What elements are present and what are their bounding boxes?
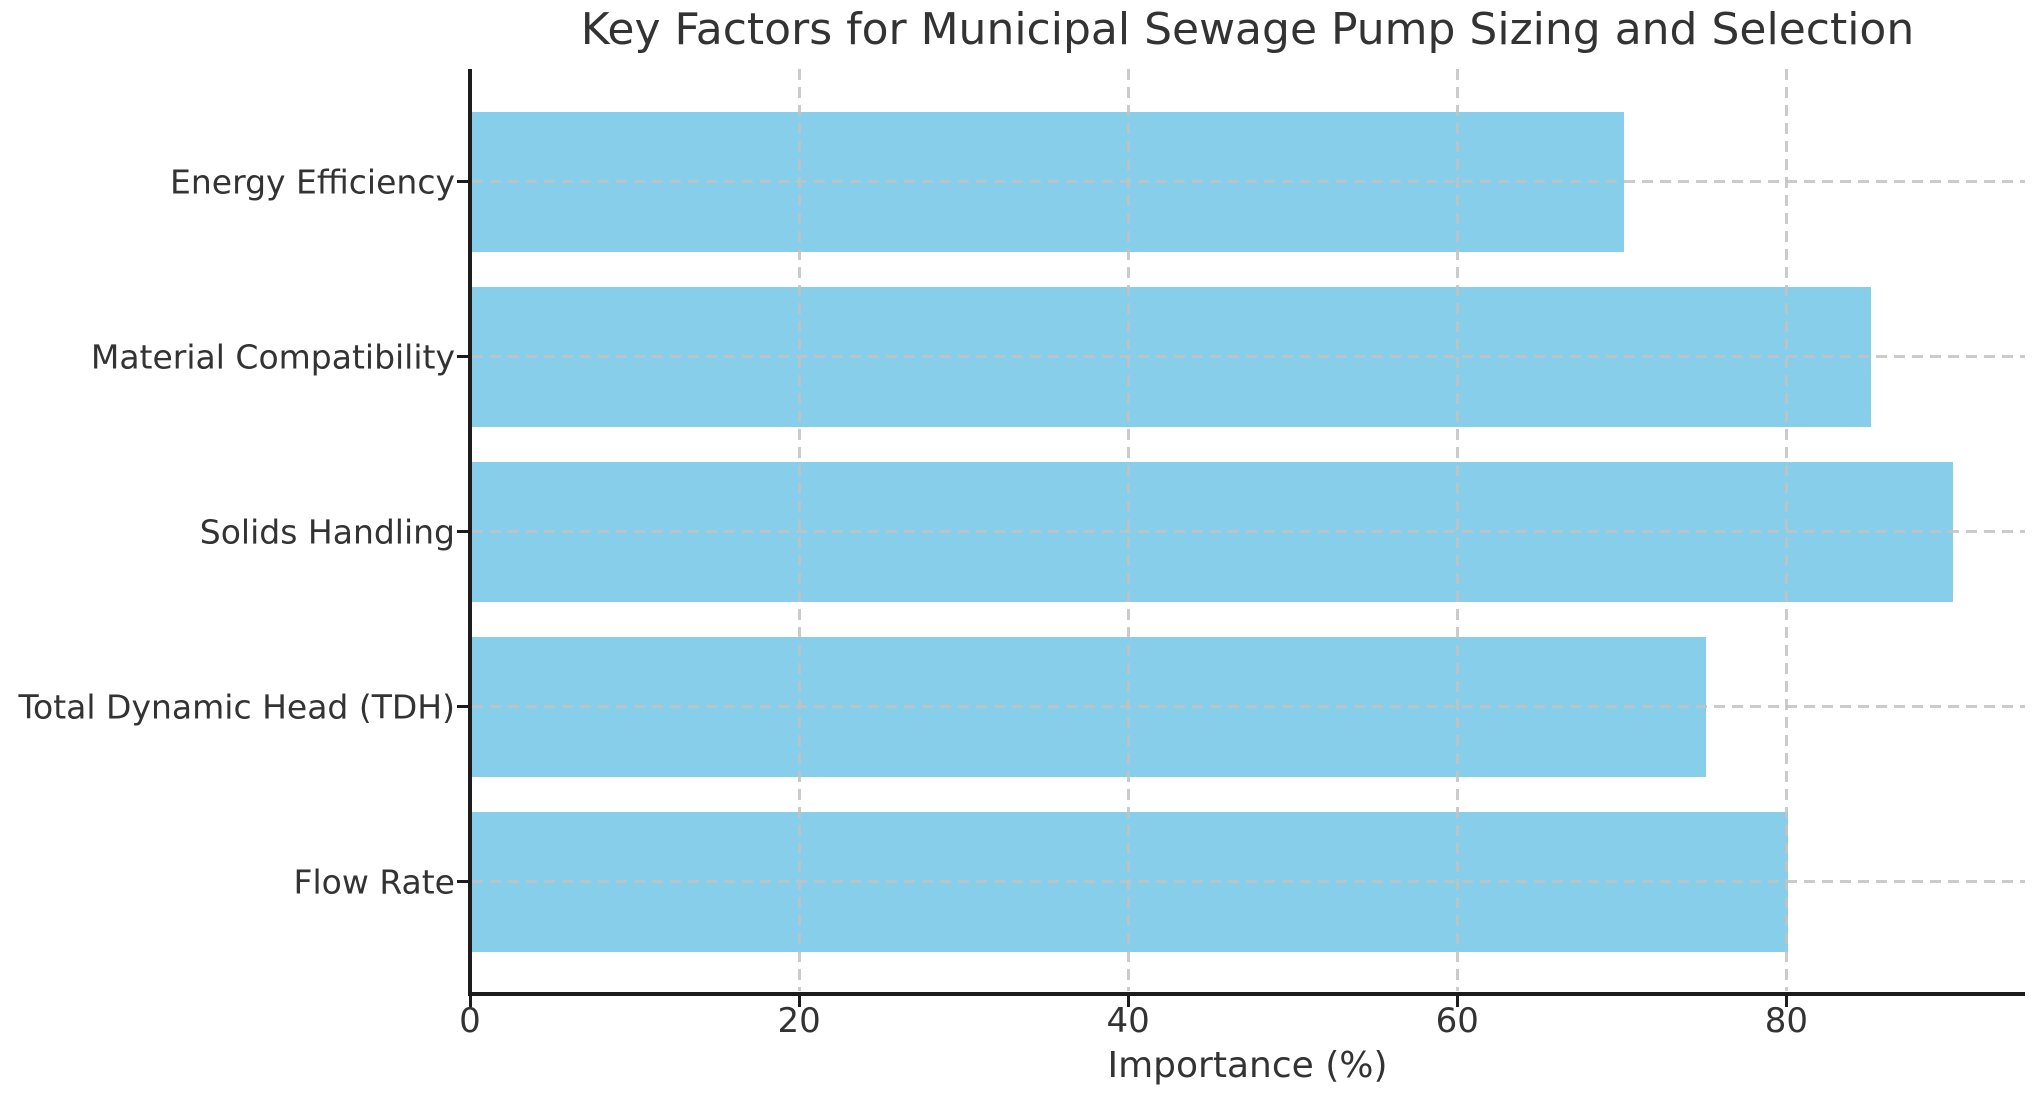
x-axis-spine — [468, 992, 2025, 996]
plot-area — [470, 69, 2025, 994]
y-tick-mark — [457, 530, 470, 533]
x-tick-label: 80 — [1764, 1001, 1809, 1041]
gridline-horizontal — [472, 880, 2025, 883]
x-tick-mark — [468, 996, 472, 1007]
x-tick-mark — [1455, 996, 1459, 1007]
x-axis-label: Importance (%) — [1107, 1045, 1388, 1086]
x-tick-mark — [797, 996, 801, 1007]
gridline-horizontal — [472, 355, 2025, 358]
y-tick-label: Material Compatibility — [90, 337, 455, 376]
gridline-vertical — [797, 69, 801, 991]
x-tick-label: 20 — [777, 1001, 821, 1041]
y-tick-label: Energy Efficiency — [170, 162, 455, 201]
x-tick-label: 60 — [1435, 1001, 1479, 1041]
grid-layer — [470, 69, 2025, 994]
x-tick-mark — [1784, 996, 1788, 1007]
x-tick-mark — [1126, 996, 1130, 1007]
y-axis-spine — [468, 69, 472, 996]
y-tick-label: Flow Rate — [293, 862, 456, 901]
y-tick-mark — [457, 355, 470, 358]
y-tick-mark — [457, 705, 470, 708]
chart-title: Key Factors for Municipal Sewage Pump Si… — [580, 4, 1915, 55]
y-tick-label: Solids Handling — [199, 512, 455, 551]
x-tick-label: 40 — [1106, 1001, 1150, 1041]
y-tick-mark — [457, 180, 470, 183]
y-tick-label: Total Dynamic Head (TDH) — [18, 687, 456, 726]
gridline-horizontal — [472, 530, 2025, 533]
y-tick-mark — [457, 880, 470, 883]
gridline-horizontal — [472, 705, 2025, 708]
gridline-horizontal — [472, 180, 2025, 183]
gridline-vertical — [1784, 69, 1788, 991]
gridline-vertical — [1126, 69, 1130, 991]
gridline-vertical — [1455, 69, 1459, 991]
x-tick-label: 0 — [459, 1001, 481, 1041]
